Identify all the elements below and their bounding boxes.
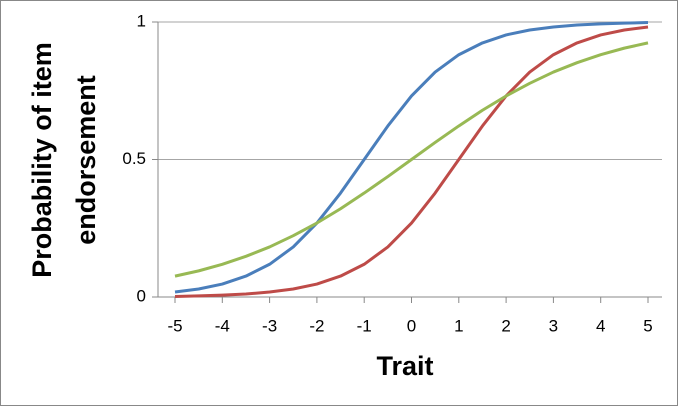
x-axis-title: Trait	[376, 351, 433, 381]
x-tick-label: 2	[501, 316, 510, 335]
x-tick-label: -4	[215, 316, 230, 335]
y-tick-label: 0.5	[122, 149, 146, 168]
y-tick-label: 0	[137, 286, 146, 305]
y-axis-title-line: endorsement	[71, 75, 101, 245]
y-axis-title-line: Probability of item	[27, 42, 57, 278]
y-axis-title: Probability of item endorsement	[27, 42, 101, 278]
y-tick-label: 1	[137, 11, 146, 30]
x-tick-label: 4	[596, 316, 605, 335]
x-tick-label: -2	[309, 316, 324, 335]
x-tick-label: 1	[454, 316, 463, 335]
x-tick-label: 3	[549, 316, 558, 335]
x-tick-label: -1	[357, 316, 372, 335]
line-series	[174, 25, 649, 298]
line-series	[174, 41, 649, 278]
x-tick-label: 0	[407, 316, 416, 335]
x-tick-label: -5	[167, 316, 182, 335]
line-series	[174, 21, 649, 294]
x-tick-label: -3	[262, 316, 277, 335]
x-tick-label: 5	[643, 316, 652, 335]
